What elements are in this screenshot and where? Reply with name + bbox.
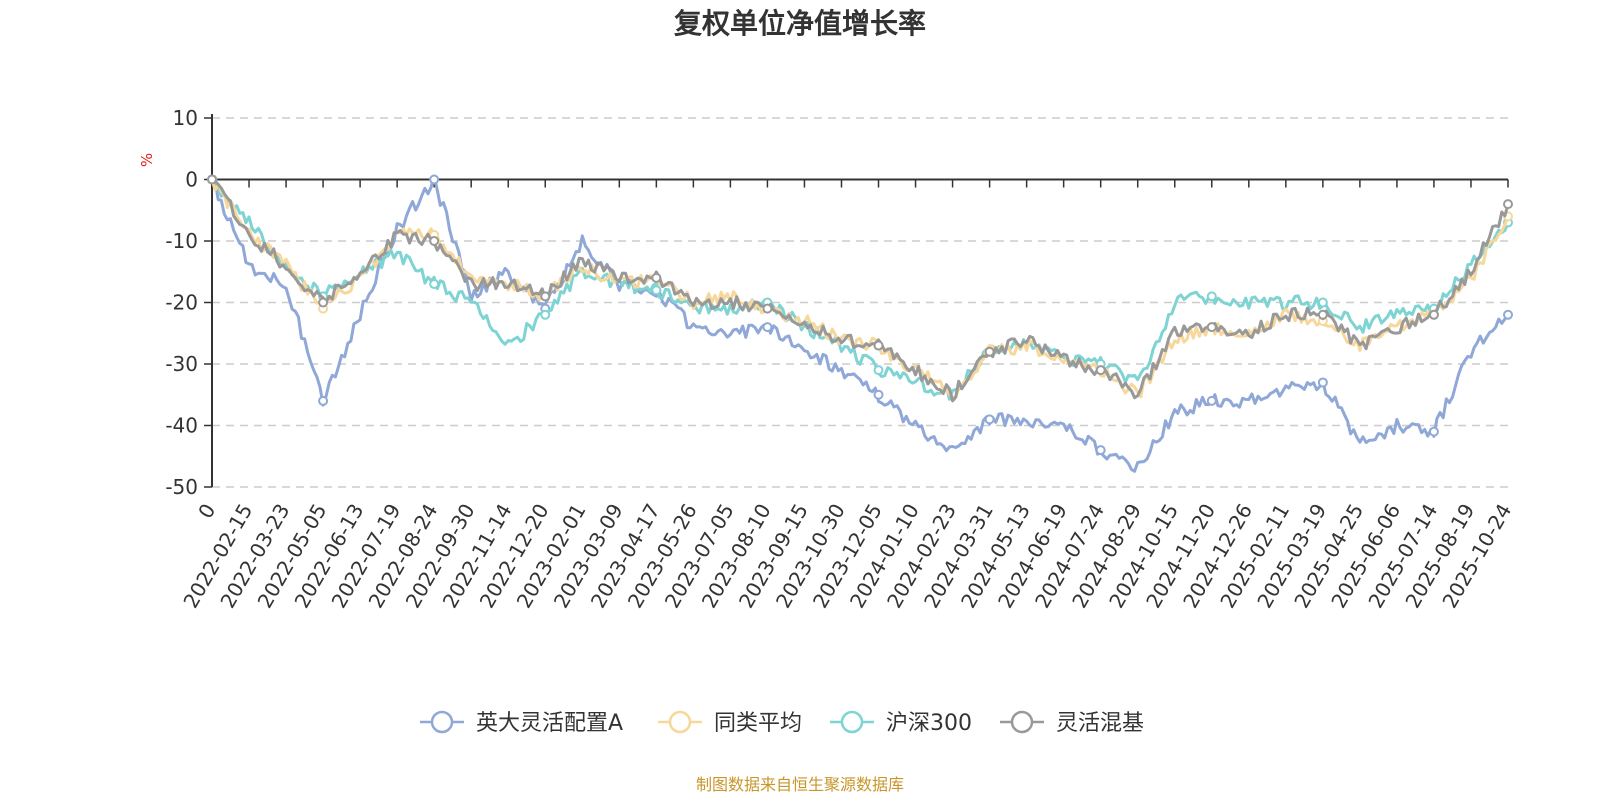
data-point	[1503, 199, 1513, 210]
series-group	[207, 174, 1513, 473]
data-point	[318, 395, 329, 406]
data-point	[762, 322, 773, 333]
data-point	[1206, 291, 1217, 302]
series-line-2	[211, 175, 1510, 401]
data-point	[1317, 297, 1328, 308]
x-axis: 02022-02-152022-03-232022-05-052022-06-1…	[178, 178, 1516, 612]
data-point	[651, 285, 662, 296]
y-tick-label: -30	[165, 352, 198, 376]
data-point	[429, 174, 440, 185]
y-tick-label: -40	[165, 414, 198, 438]
data-point	[1503, 309, 1513, 320]
y-tick-label: -10	[165, 229, 198, 253]
data-point	[318, 297, 329, 308]
data-point	[540, 291, 551, 302]
y-tick-label: -50	[165, 475, 198, 499]
grid-lines	[212, 117, 1508, 488]
y-axis-unit: %	[138, 153, 156, 167]
data-point	[540, 309, 551, 320]
legend: 英大灵活配置A 同类平均 沪深300 灵活混基	[420, 710, 1144, 736]
data-point	[1428, 426, 1439, 437]
data-point	[651, 272, 662, 283]
data-point	[873, 340, 884, 351]
y-tick-label: -20	[165, 291, 198, 315]
data-point	[984, 414, 995, 425]
data-point	[873, 365, 884, 376]
data-point	[207, 174, 217, 185]
y-axis: 10 0 -10 -20 -30 -40 -50	[165, 106, 213, 499]
legend-label: 沪深300	[886, 711, 972, 736]
data-point	[1206, 322, 1217, 333]
legend-label: 同类平均	[714, 711, 802, 736]
data-point	[1317, 377, 1328, 388]
x-tick-label: 0	[193, 500, 220, 523]
source-note: 制图数据来自恒生聚源数据库	[696, 775, 904, 794]
series-line-0	[211, 174, 1510, 473]
data-point	[429, 279, 440, 290]
y-tick-label: 0	[185, 168, 198, 192]
data-point	[429, 236, 440, 246]
data-point	[1206, 395, 1217, 406]
y-tick-label: 10	[173, 106, 198, 130]
data-point	[1095, 445, 1106, 456]
legend-marker	[430, 710, 454, 734]
legend-marker	[668, 710, 692, 734]
data-point	[762, 303, 773, 314]
legend-label: 灵活混基	[1056, 711, 1144, 736]
data-point	[1317, 309, 1328, 320]
legend-label: 英大灵活配置A	[476, 711, 623, 736]
legend-marker	[1010, 710, 1034, 734]
data-point	[1428, 309, 1439, 320]
series-line-3	[211, 178, 1510, 403]
data-point	[984, 346, 995, 357]
data-point	[1095, 365, 1106, 376]
chart-title: 复权单位净值增长率	[674, 7, 926, 40]
legend-marker	[840, 710, 864, 734]
data-point	[873, 389, 884, 400]
